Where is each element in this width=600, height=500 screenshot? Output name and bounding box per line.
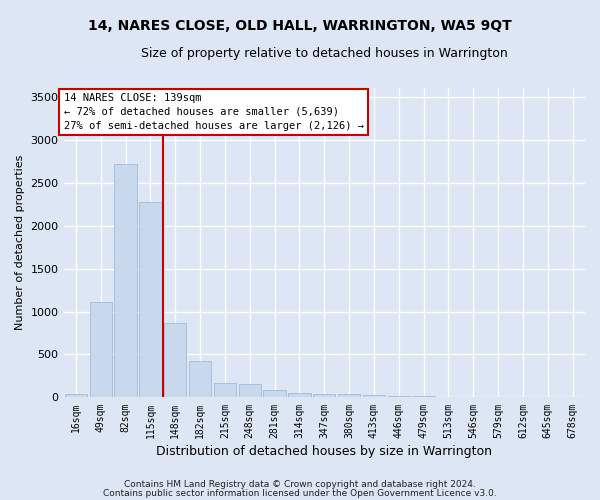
Bar xyxy=(288,392,311,398)
Title: Size of property relative to detached houses in Warrington: Size of property relative to detached ho… xyxy=(141,48,508,60)
Bar xyxy=(65,394,87,398)
Bar xyxy=(388,396,410,398)
Text: 14, NARES CLOSE, OLD HALL, WARRINGTON, WA5 9QT: 14, NARES CLOSE, OLD HALL, WARRINGTON, W… xyxy=(88,18,512,32)
Bar xyxy=(263,390,286,398)
Bar xyxy=(115,164,137,398)
Text: 14 NARES CLOSE: 139sqm
← 72% of detached houses are smaller (5,639)
27% of semi-: 14 NARES CLOSE: 139sqm ← 72% of detached… xyxy=(64,92,364,130)
Bar xyxy=(164,322,187,398)
Bar xyxy=(363,395,385,398)
Bar xyxy=(239,384,261,398)
Bar xyxy=(189,362,211,398)
Text: Contains HM Land Registry data © Crown copyright and database right 2024.: Contains HM Land Registry data © Crown c… xyxy=(124,480,476,489)
Bar xyxy=(412,396,435,398)
X-axis label: Distribution of detached houses by size in Warrington: Distribution of detached houses by size … xyxy=(156,444,492,458)
Text: Contains public sector information licensed under the Open Government Licence v3: Contains public sector information licen… xyxy=(103,488,497,498)
Bar xyxy=(139,202,161,398)
Y-axis label: Number of detached properties: Number of detached properties xyxy=(15,155,25,330)
Bar xyxy=(462,397,484,398)
Bar xyxy=(313,394,335,398)
Bar xyxy=(214,384,236,398)
Bar xyxy=(437,397,460,398)
Bar xyxy=(338,394,360,398)
Bar xyxy=(89,302,112,398)
